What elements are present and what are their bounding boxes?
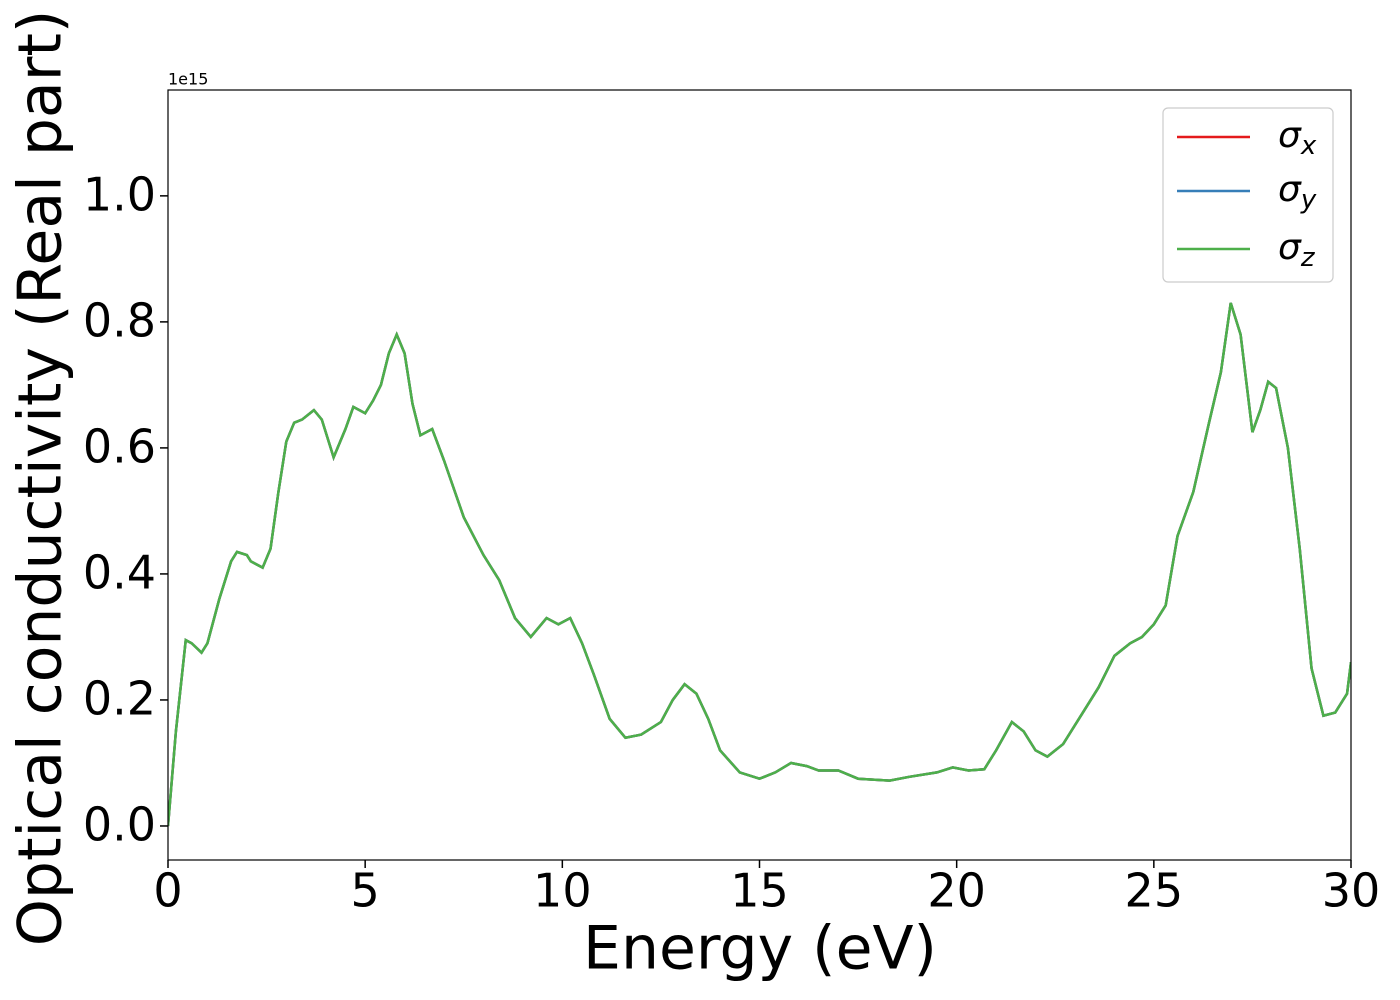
- y-axis-label: Optical conductivity (Real part): [6, 10, 76, 947]
- y-tick-label: 0.2: [83, 671, 156, 725]
- y-tick-label: 0.6: [83, 419, 156, 473]
- x-tick-label: 0: [153, 864, 182, 918]
- x-tick-label: 15: [730, 864, 789, 918]
- x-tick-label: 25: [1125, 864, 1184, 918]
- offset-label: 1e15: [168, 70, 208, 89]
- plot-frame: [167, 89, 1352, 861]
- series-line: [168, 302, 1351, 827]
- legend-label: σx: [1278, 115, 1317, 161]
- x-tick-label: 10: [533, 864, 592, 918]
- y-tick-label: 0.8: [83, 293, 156, 347]
- x-tick-label: 20: [927, 864, 986, 918]
- x-tick-label: 30: [1322, 864, 1381, 918]
- legend-box: [1162, 107, 1334, 283]
- y-tick-label: 1.0: [83, 167, 156, 221]
- x-axis-label: Energy (eV): [583, 914, 937, 984]
- legend-label: σz: [1278, 227, 1316, 273]
- legend-label: σy: [1278, 169, 1317, 215]
- y-tick-label: 0.4: [83, 545, 156, 599]
- y-tick-label: 0.0: [83, 797, 156, 851]
- x-tick-label: 5: [351, 864, 380, 918]
